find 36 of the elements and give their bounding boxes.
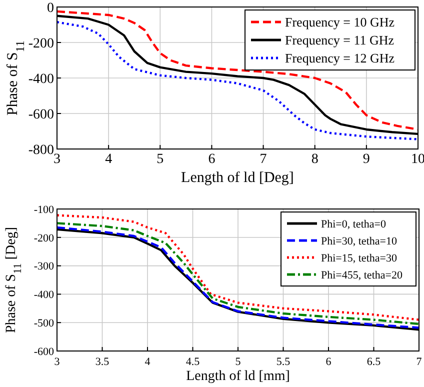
x-tick-label: 5.5 xyxy=(276,356,291,368)
x-tick-label: 4 xyxy=(105,152,112,167)
legend-label: Phi=0, tetha=0 xyxy=(321,218,386,230)
legend-label: Frequency = 12 GHz xyxy=(285,50,395,66)
x-axis-title: Length of ld [Deg] xyxy=(181,170,294,186)
legend-label: Phi=30, tetha=10 xyxy=(321,235,398,248)
y-tick-label: -800 xyxy=(28,142,54,158)
y-tick-label: -200 xyxy=(34,232,54,244)
x-tick-label: 4.5 xyxy=(186,356,200,368)
y-tick-label: -400 xyxy=(34,289,54,302)
x-tick-label: 8 xyxy=(311,152,318,167)
x-tick-label: 3 xyxy=(54,356,60,368)
x-tick-label: 5 xyxy=(156,152,164,167)
x-tick-label: 9 xyxy=(362,152,370,167)
y-tick-label: -500 xyxy=(34,317,54,330)
y-tick-label: 0 xyxy=(47,0,54,16)
x-tick-label: 4 xyxy=(144,356,151,368)
x-tick-label: 6.5 xyxy=(366,356,382,368)
legend-label: Frequency = 10 GHz xyxy=(285,14,395,30)
x-tick-label: 5 xyxy=(235,356,242,368)
legend-label: Phi=455, tetha=20 xyxy=(321,269,403,282)
x-axis-title: Length of ld [mm] xyxy=(186,369,290,384)
x-tick-label: 3.5 xyxy=(95,356,110,368)
x-tick-label: 6 xyxy=(208,152,216,167)
x-tick-label: 7 xyxy=(260,152,267,167)
x-tick-label: 7 xyxy=(416,356,422,368)
y-tick-label: -100 xyxy=(34,204,54,216)
y-tick-label: -600 xyxy=(28,107,54,122)
y-tick-label: -600 xyxy=(34,346,54,358)
legend-label: Phi=15, tetha=30 xyxy=(321,252,398,264)
x-tick-label: 3 xyxy=(54,152,60,167)
y-tick-label: -200 xyxy=(28,36,54,52)
legend-label: Frequency = 11 GHz xyxy=(285,32,394,48)
x-tick-label: 6 xyxy=(326,356,332,368)
y-tick-label: -300 xyxy=(34,260,54,273)
y-tick-label: -400 xyxy=(28,72,54,87)
